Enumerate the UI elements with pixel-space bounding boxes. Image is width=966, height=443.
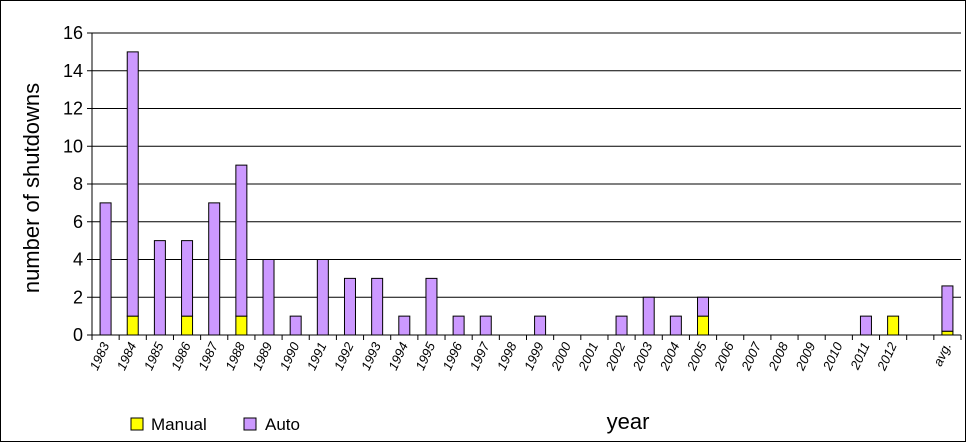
bar-auto-1994 — [398, 315, 411, 336]
y-tick-label: 10 — [63, 136, 83, 156]
x-tick-label: 1987 — [195, 339, 221, 372]
bar-auto-1997 — [479, 315, 492, 336]
x-tick-label: 1989 — [249, 340, 275, 373]
x-tick-label: 2006 — [711, 339, 738, 373]
x-tick-label: 1999 — [521, 340, 547, 373]
x-tick-label: 2002 — [602, 339, 629, 373]
bar-auto-2005 — [697, 296, 710, 317]
bar-auto-1991 — [316, 259, 329, 336]
y-tick-label: 6 — [73, 212, 83, 232]
gridlines — [92, 32, 961, 298]
x-tick-label: 2000 — [548, 339, 575, 373]
legend-label-manual: Manual — [151, 415, 207, 434]
y-tick-label: 16 — [63, 23, 83, 43]
x-tick-label: 2010 — [819, 339, 846, 373]
bar-auto-2002 — [615, 315, 628, 336]
bar-auto-2004 — [669, 315, 682, 336]
x-tick-label: 2001 — [575, 340, 601, 373]
x-tick-label: 1988 — [222, 339, 248, 372]
bar-auto-1987 — [208, 202, 221, 336]
legend: Manual Auto — [130, 415, 300, 434]
bar-auto-1986 — [181, 240, 194, 317]
y-tick-label: 4 — [73, 250, 83, 270]
x-axis-title: year — [607, 409, 650, 434]
bars — [99, 51, 954, 336]
bar-auto-1984 — [126, 51, 139, 317]
bar-auto-1988 — [235, 164, 248, 317]
legend-swatch-manual — [130, 417, 144, 431]
x-tick-label: 2008 — [765, 339, 792, 373]
bar-manual-2005 — [697, 315, 710, 336]
bar-manual-1988 — [235, 315, 248, 336]
x-tick-label: 1986 — [168, 339, 194, 372]
bar-auto-1999 — [534, 315, 547, 336]
y-tick-labels: 0 2 4 6 8 10 12 14 16 — [63, 23, 83, 345]
bar-auto-1993 — [371, 277, 384, 336]
x-tick-label: 1992 — [331, 339, 357, 372]
x-tick-label: 2011 — [847, 340, 873, 373]
legend-swatch-auto — [243, 417, 257, 431]
x-tick-labels: 1983 1984 1985 1986 1987 1988 1989 1990 1991 1992… — [86, 339, 954, 373]
y-tick-label: 12 — [63, 99, 83, 119]
x-tick-label: 1990 — [277, 339, 303, 372]
axes — [87, 32, 962, 340]
bar-auto-1985 — [153, 240, 166, 336]
x-tick-label: 2007 — [738, 339, 765, 373]
bar-manual-2012 — [887, 315, 900, 336]
bar-auto-1995 — [425, 277, 438, 336]
bar-manual-avg. — [941, 330, 954, 336]
bar-auto-2003 — [642, 296, 655, 336]
x-tick-label: avg. — [930, 340, 954, 369]
legend-label-auto: Auto — [265, 415, 300, 434]
x-tick-label: 2003 — [629, 339, 656, 373]
bar-auto-1992 — [343, 277, 356, 336]
y-tick-label: 8 — [73, 174, 83, 194]
bar-auto-1983 — [99, 202, 112, 336]
y-tick-label: 14 — [63, 61, 83, 81]
x-tick-label: 1985 — [141, 339, 167, 372]
x-tick-label: 2009 — [792, 340, 818, 373]
x-tick-label: 2004 — [656, 340, 682, 373]
bar-auto-1990 — [289, 315, 302, 336]
y-tick-label: 2 — [73, 287, 83, 307]
bar-manual-1986 — [181, 315, 194, 336]
x-tick-label: 2005 — [683, 339, 710, 373]
x-tick-label: 1991 — [304, 340, 330, 373]
bar-manual-1984 — [126, 315, 139, 336]
bar-auto-avg. — [941, 285, 954, 332]
x-tick-label: 1995 — [412, 339, 438, 372]
x-tick-label: 2012 — [874, 339, 901, 373]
x-tick-label: 1994 — [385, 340, 411, 373]
y-axis-title: number of shutdowns — [19, 83, 44, 293]
x-tick-label: 1996 — [440, 339, 466, 372]
x-tick-label: 1993 — [358, 339, 384, 372]
bar-auto-1989 — [262, 259, 275, 336]
x-tick-label: 1983 — [86, 339, 112, 372]
bar-auto-2011 — [859, 315, 872, 336]
y-tick-label: 0 — [73, 325, 83, 345]
bar-auto-1996 — [452, 315, 465, 336]
x-tick-label: 1997 — [467, 339, 493, 372]
x-tick-label: 1998 — [494, 339, 520, 372]
x-tick-label: 1984 — [114, 340, 140, 373]
